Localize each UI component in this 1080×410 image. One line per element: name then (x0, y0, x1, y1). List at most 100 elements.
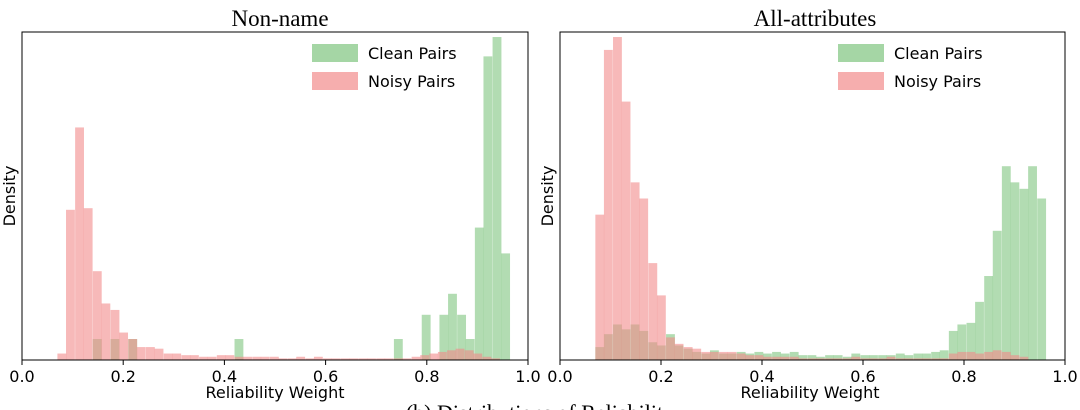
noisy-bar (296, 356, 306, 360)
noisy-bar (402, 358, 412, 360)
noisy-bar (119, 332, 129, 360)
noisy-bar (207, 356, 217, 360)
x-axis-label: Reliability Weight (206, 383, 345, 402)
clean-bar (992, 230, 1002, 360)
noisy-bar (181, 355, 191, 360)
noisy-bar (595, 214, 605, 360)
noisy-bar (313, 356, 323, 360)
noisy-bar (966, 351, 976, 360)
noisy-bar (648, 263, 658, 360)
noisy-bar (922, 358, 931, 360)
noisy-bar (331, 358, 341, 360)
x-ticks: 0.0 0.2 0.4 0.6 0.8 1.0 (9, 360, 541, 386)
noisy-bar (464, 350, 474, 360)
noisy-bar (984, 351, 994, 360)
noisy-bar (860, 358, 870, 360)
noisy-bar (216, 355, 226, 360)
y-axis-label: Density (538, 166, 557, 227)
chart-title: Non-name (231, 6, 328, 31)
noisy-bar (482, 356, 492, 360)
legend-label-noisy: Noisy Pairs (894, 72, 981, 91)
clean-bar (465, 339, 475, 360)
noisy-bar (869, 358, 878, 360)
x-tick-label: 0.2 (110, 367, 135, 386)
clean-bar (1010, 182, 1020, 360)
x-ticks: 0.0 0.2 0.4 0.6 0.8 1.0 (547, 360, 1078, 386)
noisy-bar (674, 343, 684, 360)
x-tick-label: 0.2 (648, 367, 673, 386)
clean-bar (975, 301, 984, 360)
legend-label-clean: Clean Pairs (368, 44, 457, 63)
noisy-bar (754, 355, 764, 360)
x-tick-label: 0.8 (951, 367, 976, 386)
noisy-bar (101, 303, 111, 360)
noisy-bar (931, 358, 941, 360)
clean-bar (421, 314, 431, 360)
noisy-bar (763, 356, 772, 360)
noisy-bar (992, 350, 1002, 360)
noisy-bar (913, 358, 923, 360)
noisy-bar (701, 351, 711, 360)
clean-bar (984, 276, 994, 360)
noisy-bar (878, 358, 887, 360)
clean-bar (772, 351, 781, 360)
noisy-bar (75, 127, 84, 360)
clean-bar (948, 330, 958, 360)
legend-label-noisy: Noisy Pairs (368, 72, 455, 91)
clean-bar (798, 355, 808, 360)
noisy-bar (895, 358, 905, 360)
noisy-bar (727, 351, 737, 360)
noisy-bar (1019, 356, 1029, 360)
clean-bar (939, 350, 949, 360)
clean-bar (492, 37, 502, 360)
noisy-bar (340, 358, 350, 360)
noisy-bar (145, 347, 155, 360)
x-tick-label: 1.0 (1052, 367, 1077, 386)
clean-bar (869, 355, 878, 360)
x-tick-label: 1.0 (515, 367, 540, 386)
noisy-bar (719, 351, 728, 360)
clean-bar (789, 351, 799, 360)
noisy-bar (816, 358, 825, 360)
bars-group (57, 37, 511, 360)
noisy-bar (199, 356, 208, 360)
noisy-bar (1001, 351, 1011, 360)
noisy-bar (110, 309, 120, 360)
noisy-bar (789, 356, 799, 360)
noisy-bar (807, 358, 817, 360)
noisy-bar (833, 358, 843, 360)
clean-bar (825, 355, 834, 360)
noisy-bar (692, 348, 702, 360)
x-axis-label: Reliability Weight (741, 383, 880, 402)
noisy-bar (252, 356, 262, 360)
legend-swatch-clean (838, 44, 884, 62)
clean-bar (807, 355, 817, 360)
axes-frame (559, 31, 1066, 361)
noisy-bar (66, 209, 75, 360)
noisy-bar (260, 356, 270, 360)
noisy-bar (851, 356, 861, 360)
noisy-bar (772, 356, 781, 360)
noisy-bar (225, 355, 235, 360)
noisy-bar (172, 353, 182, 360)
noisy-bar (491, 358, 500, 360)
noisy-bar (243, 356, 252, 360)
noisy-bar (798, 358, 808, 360)
legend: Clean Pairs Noisy Pairs (838, 44, 983, 91)
clean-bar (931, 351, 941, 360)
clean-bar (957, 324, 967, 360)
noisy-bar (904, 358, 914, 360)
clean-bar (474, 227, 484, 360)
clean-bar (860, 355, 870, 360)
noisy-bar (163, 353, 173, 360)
noisy-bar (411, 356, 421, 360)
noisy-bar (92, 271, 102, 360)
noisy-bar (349, 358, 359, 360)
clean-bar (234, 339, 244, 360)
noisy-bar (234, 356, 244, 360)
clean-bar (833, 355, 843, 360)
noisy-bar (825, 358, 834, 360)
x-tick-label: 0.6 (313, 367, 338, 386)
noisy-bar (957, 351, 967, 360)
